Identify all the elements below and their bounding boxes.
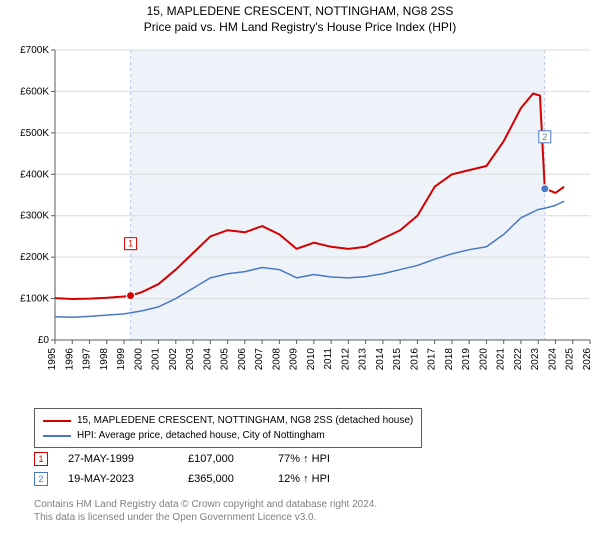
- svg-text:£500K: £500K: [20, 128, 49, 139]
- svg-text:2004: 2004: [202, 348, 213, 371]
- svg-text:2: 2: [542, 132, 547, 142]
- svg-text:£700K: £700K: [20, 45, 49, 56]
- svg-text:2022: 2022: [513, 348, 524, 371]
- svg-text:2025: 2025: [565, 348, 576, 371]
- sale-price-1: £107,000: [188, 453, 278, 465]
- svg-text:2000: 2000: [133, 348, 144, 371]
- svg-text:1996: 1996: [64, 348, 75, 371]
- chart: £0 £100K £200K £300K £400K £500K £600K £700K 199…: [0, 40, 600, 400]
- svg-text:1999: 1999: [116, 348, 127, 371]
- svg-text:2005: 2005: [220, 348, 231, 371]
- svg-text:2013: 2013: [358, 348, 369, 371]
- svg-text:2003: 2003: [185, 348, 196, 371]
- footer-line1: Contains HM Land Registry data © Crown c…: [34, 498, 377, 511]
- svg-text:2015: 2015: [392, 348, 403, 371]
- svg-text:1: 1: [128, 239, 133, 249]
- svg-text:2017: 2017: [427, 348, 438, 371]
- svg-text:2001: 2001: [151, 348, 162, 371]
- svg-text:2008: 2008: [271, 348, 282, 371]
- sales-block: 1 27-MAY-1999 £107,000 77% ↑ HPI 2 19-MA…: [34, 452, 368, 492]
- footer: Contains HM Land Registry data © Crown c…: [34, 498, 377, 524]
- legend-swatch-property: [43, 420, 71, 422]
- svg-text:2018: 2018: [444, 348, 455, 371]
- legend-swatch-hpi: [43, 435, 71, 437]
- legend-label-property: 15, MAPLEDENE CRESCENT, NOTTINGHAM, NG8 …: [77, 413, 413, 428]
- sale-marker-2: 2: [34, 472, 48, 486]
- svg-text:1998: 1998: [99, 348, 110, 371]
- svg-text:2012: 2012: [340, 348, 351, 371]
- legend-item-hpi: HPI: Average price, detached house, City…: [43, 428, 413, 443]
- sale-marker-1: 1: [34, 452, 48, 466]
- svg-text:2020: 2020: [478, 348, 489, 371]
- legend: 15, MAPLEDENE CRESCENT, NOTTINGHAM, NG8 …: [34, 408, 422, 448]
- sale-row-2: 2 19-MAY-2023 £365,000 12% ↑ HPI: [34, 472, 368, 486]
- svg-text:£300K: £300K: [20, 211, 49, 222]
- title-line2: Price paid vs. HM Land Registry's House …: [0, 20, 600, 34]
- svg-text:2007: 2007: [254, 348, 265, 371]
- svg-text:£200K: £200K: [20, 252, 49, 263]
- legend-item-property: 15, MAPLEDENE CRESCENT, NOTTINGHAM, NG8 …: [43, 413, 413, 428]
- svg-text:2011: 2011: [323, 348, 334, 370]
- legend-label-hpi: HPI: Average price, detached house, City…: [77, 428, 325, 443]
- svg-text:1997: 1997: [82, 348, 93, 371]
- svg-text:2019: 2019: [461, 348, 472, 371]
- svg-text:£0: £0: [38, 335, 50, 346]
- svg-text:£400K: £400K: [20, 169, 49, 180]
- svg-text:2002: 2002: [168, 348, 179, 371]
- sale-date-1: 27-MAY-1999: [68, 453, 188, 465]
- chart-container: 15, MAPLEDENE CRESCENT, NOTTINGHAM, NG8 …: [0, 0, 600, 560]
- svg-text:2014: 2014: [375, 348, 386, 371]
- chart-svg: £0 £100K £200K £300K £400K £500K £600K £700K 199…: [0, 40, 600, 400]
- svg-text:2016: 2016: [409, 348, 420, 371]
- svg-text:2010: 2010: [306, 348, 317, 371]
- svg-text:2023: 2023: [530, 348, 541, 371]
- svg-text:2006: 2006: [237, 348, 248, 371]
- sale-hpi-2: 12% ↑ HPI: [278, 473, 368, 485]
- sale-date-2: 19-MAY-2023: [68, 473, 188, 485]
- footer-line2: This data is licensed under the Open Gov…: [34, 511, 377, 524]
- title-line1: 15, MAPLEDENE CRESCENT, NOTTINGHAM, NG8 …: [0, 4, 600, 18]
- svg-text:1995: 1995: [47, 348, 58, 371]
- svg-text:2009: 2009: [289, 348, 300, 371]
- sale-hpi-1: 77% ↑ HPI: [278, 453, 368, 465]
- sale-price-2: £365,000: [188, 473, 278, 485]
- svg-text:£100K: £100K: [20, 294, 49, 305]
- svg-text:2024: 2024: [547, 348, 558, 371]
- svg-text:2021: 2021: [496, 348, 507, 371]
- title-block: 15, MAPLEDENE CRESCENT, NOTTINGHAM, NG8 …: [0, 0, 600, 34]
- sale-row-1: 1 27-MAY-1999 £107,000 77% ↑ HPI: [34, 452, 368, 466]
- svg-text:£600K: £600K: [20, 86, 49, 97]
- svg-text:2026: 2026: [582, 348, 593, 371]
